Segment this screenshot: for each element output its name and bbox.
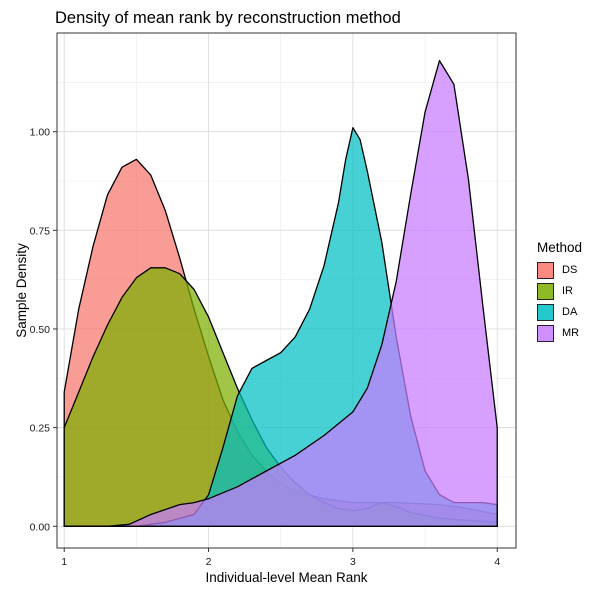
x-tick-label: 3 — [350, 556, 356, 568]
legend-item-mr: MR — [537, 323, 579, 343]
legend-item-ds: DS — [537, 260, 577, 280]
legend-title: Method — [537, 240, 583, 255]
plot-border — [56, 32, 517, 549]
y-tick-label: 0.75 — [30, 225, 51, 237]
legend-key — [537, 324, 554, 342]
legend-label: DS — [562, 264, 578, 276]
legend-item-ir: IR — [537, 281, 573, 301]
x-tick-label: 1 — [61, 556, 67, 568]
y-tick-label: 0.00 — [30, 521, 51, 533]
legend-label: DA — [562, 306, 578, 318]
x-tick-label: 2 — [206, 556, 212, 568]
y-tick-label: 1.00 — [30, 127, 51, 139]
y-tick-label: 0.50 — [30, 324, 51, 336]
legend-key — [537, 261, 554, 279]
chart-title: Density of mean rank by reconstruction m… — [55, 9, 401, 27]
legend-label: MR — [562, 327, 580, 339]
density-areas — [63, 59, 498, 527]
legend-label: IR — [562, 285, 573, 297]
legend-key — [537, 303, 554, 321]
tick-labels: 1 2 3 4 0.00 0.25 0.50 0.75 1.00 — [30, 127, 501, 568]
y-axis-title: Sample Density — [14, 243, 29, 338]
y-tick-label: 0.25 — [30, 423, 51, 435]
legend-item-da: DA — [537, 302, 577, 322]
density-area-mr — [63, 59, 498, 527]
legend-key — [537, 282, 554, 300]
axis-ticks — [53, 131, 498, 552]
x-axis-title: Individual-level Mean Rank — [205, 570, 367, 585]
x-tick-label: 4 — [494, 556, 500, 568]
